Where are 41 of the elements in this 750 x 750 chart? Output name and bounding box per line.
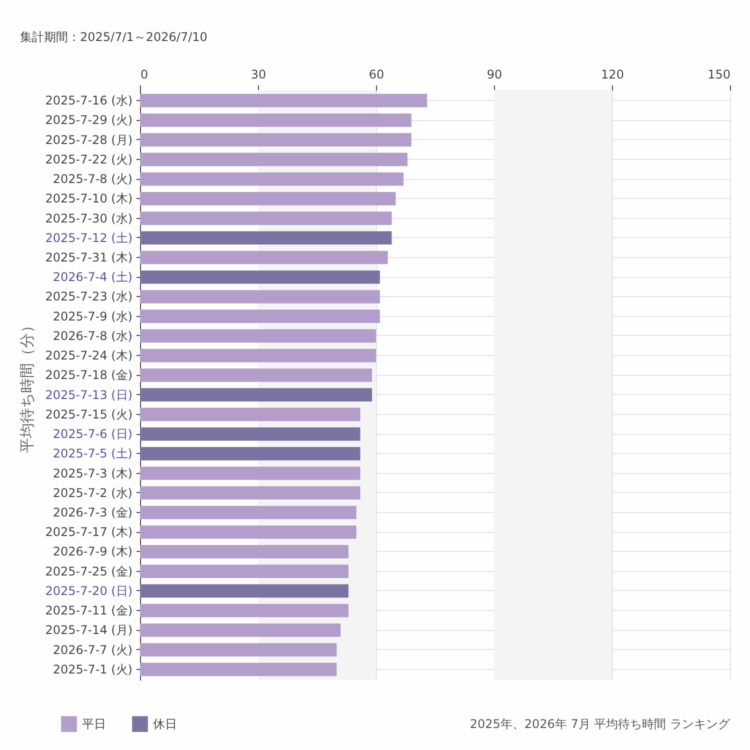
y-tick-label: 2025-7-17 (木) [45, 525, 132, 540]
x-tick-label: 90 [486, 68, 502, 82]
y-tick-label: 2025-7-30 (水) [45, 211, 132, 226]
y-tick-label: 2025-7-18 (金) [45, 368, 132, 382]
y-tick-label: 2025-7-6 (日) [52, 427, 132, 442]
y-tick-label: 2025-7-9 (水) [52, 309, 132, 324]
y-tick-label: 2025-7-1 (火) [52, 662, 132, 676]
y-tick-label: 2025-7-28 (月) [45, 132, 132, 147]
x-tick-label: 60 [368, 68, 384, 82]
y-tick-label: 2025-7-29 (火) [45, 113, 132, 128]
x-tick-label: 30 [250, 68, 266, 82]
text: 2025年、2026年 7月 平均待ち時間 ランキング [470, 716, 730, 733]
x-tick-label: 120 [601, 68, 624, 82]
y-tick-label: 2025-7-11 (金) [45, 604, 132, 618]
y-tick-label: 2025-7-8 (火) [52, 172, 132, 186]
y-axis-title: 平均待ち時間（分） [18, 318, 36, 453]
y-tick-label: 2025-7-22 (火) [45, 152, 132, 166]
y-tick-label: 2025-7-2 (水) [52, 486, 132, 500]
y-tick-label: 2026-7-9 (木) [52, 544, 132, 559]
x-tick-label: 150 [708, 68, 730, 82]
x-tick-label: 0 [140, 68, 148, 82]
y-tick-label: 2025-7-14 (月) [45, 623, 132, 638]
y-tick-label: 2026-7-4 (土) [52, 270, 132, 284]
y-tick-label: 2025-7-20 (日) [45, 584, 132, 598]
y-tick-label: 2025-7-24 (木) [45, 348, 132, 363]
y-tick-label: 2025-7-10 (木) [45, 192, 132, 206]
y-tick-label: 2025-7-5 (土) [52, 446, 132, 461]
y-tick-label: 2025-7-23 (水) [45, 290, 132, 304]
y-tick-label: 2025-7-12 (土) [45, 230, 132, 245]
y-tick-label: 2026-7-7 (火) [52, 642, 132, 657]
y-tick-label: 2026-7-8 (水) [52, 328, 132, 343]
y-tick-label: 2025-7-13 (日) [45, 388, 132, 402]
y-tick-label: 2026-7-3 (金) [52, 505, 132, 520]
y-tick-label: 2025-7-3 (木) [52, 466, 132, 480]
chart-title: 集計期間：2025/7/1～2026/7/10 [20, 29, 208, 46]
y-tick-label: 2025-7-16 (水) [45, 94, 132, 108]
y-tick-label: 2025-7-15 (火) [45, 407, 132, 422]
legend-label: 平日 [82, 717, 106, 732]
y-tick-label: 2025-7-31 (木) [45, 250, 132, 265]
y-tick-label: 2025-7-25 (金) [45, 564, 132, 578]
legend-label: 休日 [153, 717, 177, 732]
